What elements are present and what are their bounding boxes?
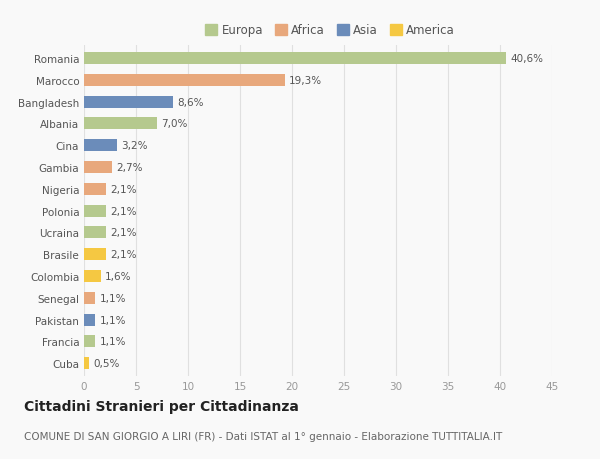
Text: 1,1%: 1,1% xyxy=(100,293,126,303)
Bar xyxy=(84,358,89,369)
Bar xyxy=(84,162,112,174)
Bar xyxy=(84,184,106,196)
Bar xyxy=(84,336,95,347)
Bar xyxy=(84,270,101,282)
Bar xyxy=(84,140,117,152)
Text: 2,1%: 2,1% xyxy=(110,185,137,195)
Bar xyxy=(84,118,157,130)
Text: 7,0%: 7,0% xyxy=(161,119,187,129)
Bar xyxy=(84,227,106,239)
Bar xyxy=(84,96,173,108)
Text: 1,1%: 1,1% xyxy=(100,336,126,347)
Text: 2,1%: 2,1% xyxy=(110,206,137,216)
Bar xyxy=(84,205,106,217)
Bar xyxy=(84,292,95,304)
Bar xyxy=(84,53,506,65)
Text: 19,3%: 19,3% xyxy=(289,76,322,86)
Text: COMUNE DI SAN GIORGIO A LIRI (FR) - Dati ISTAT al 1° gennaio - Elaborazione TUTT: COMUNE DI SAN GIORGIO A LIRI (FR) - Dati… xyxy=(24,431,502,442)
Bar xyxy=(84,314,95,326)
Text: 40,6%: 40,6% xyxy=(511,54,544,64)
Text: 1,1%: 1,1% xyxy=(100,315,126,325)
Legend: Europa, Africa, Asia, America: Europa, Africa, Asia, America xyxy=(200,20,460,42)
Text: 2,7%: 2,7% xyxy=(116,162,143,173)
Text: 8,6%: 8,6% xyxy=(178,97,204,107)
Text: 2,1%: 2,1% xyxy=(110,250,137,260)
Text: Cittadini Stranieri per Cittadinanza: Cittadini Stranieri per Cittadinanza xyxy=(24,399,299,413)
Bar xyxy=(84,75,285,87)
Text: 3,2%: 3,2% xyxy=(121,141,148,151)
Text: 2,1%: 2,1% xyxy=(110,228,137,238)
Text: 0,5%: 0,5% xyxy=(94,358,120,368)
Text: 1,6%: 1,6% xyxy=(105,271,131,281)
Bar xyxy=(84,249,106,261)
